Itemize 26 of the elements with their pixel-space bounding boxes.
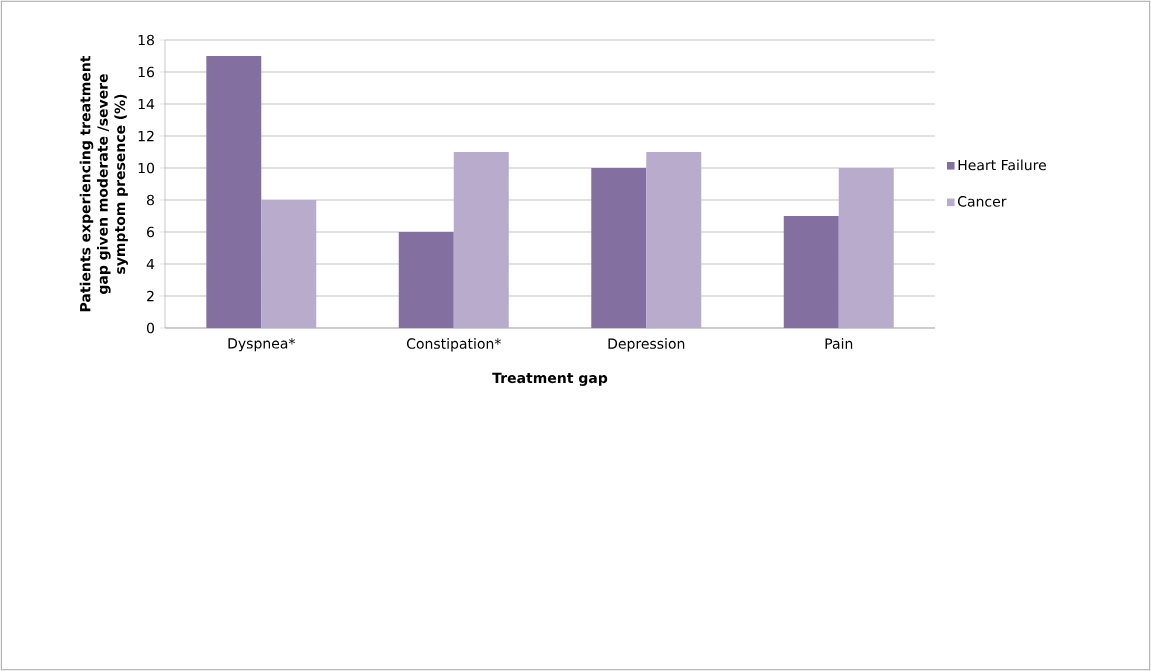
- y-axis-title: Patients experiencing treatment gap given moderate /severe symptom presence (%): [79, 55, 128, 312]
- bar: [206, 56, 262, 328]
- y-tick-label: 0: [146, 322, 155, 334]
- y-tick-label: 16: [138, 66, 155, 78]
- bar: [261, 200, 317, 328]
- y-tick-label: 10: [138, 162, 155, 174]
- bar: [453, 151, 509, 328]
- bar: [838, 168, 894, 328]
- x-tick-label: Depression: [608, 338, 685, 352]
- y-tick-label: 14: [138, 98, 155, 110]
- bar: [591, 168, 647, 328]
- y-tick-label: 12: [138, 130, 154, 142]
- y-tick-label: 2: [147, 290, 154, 302]
- bar: [783, 215, 839, 328]
- bar: [398, 232, 454, 328]
- x-axis-title: Treatment gap: [492, 372, 608, 386]
- y-tick-label: 6: [147, 226, 155, 238]
- y-tick-label: 18: [138, 34, 154, 46]
- x-tick-label: Constipation*: [406, 338, 501, 352]
- y-tick-label: 8: [146, 194, 154, 206]
- y-tick-label: 4: [146, 258, 155, 270]
- x-tick-label: Pain: [825, 338, 853, 349]
- bar: [646, 151, 702, 328]
- x-tick-label: Dyspnea*: [228, 338, 296, 352]
- legend-label: Heart Failure: [958, 159, 1046, 171]
- legend-label: Cancer: [958, 196, 1007, 207]
